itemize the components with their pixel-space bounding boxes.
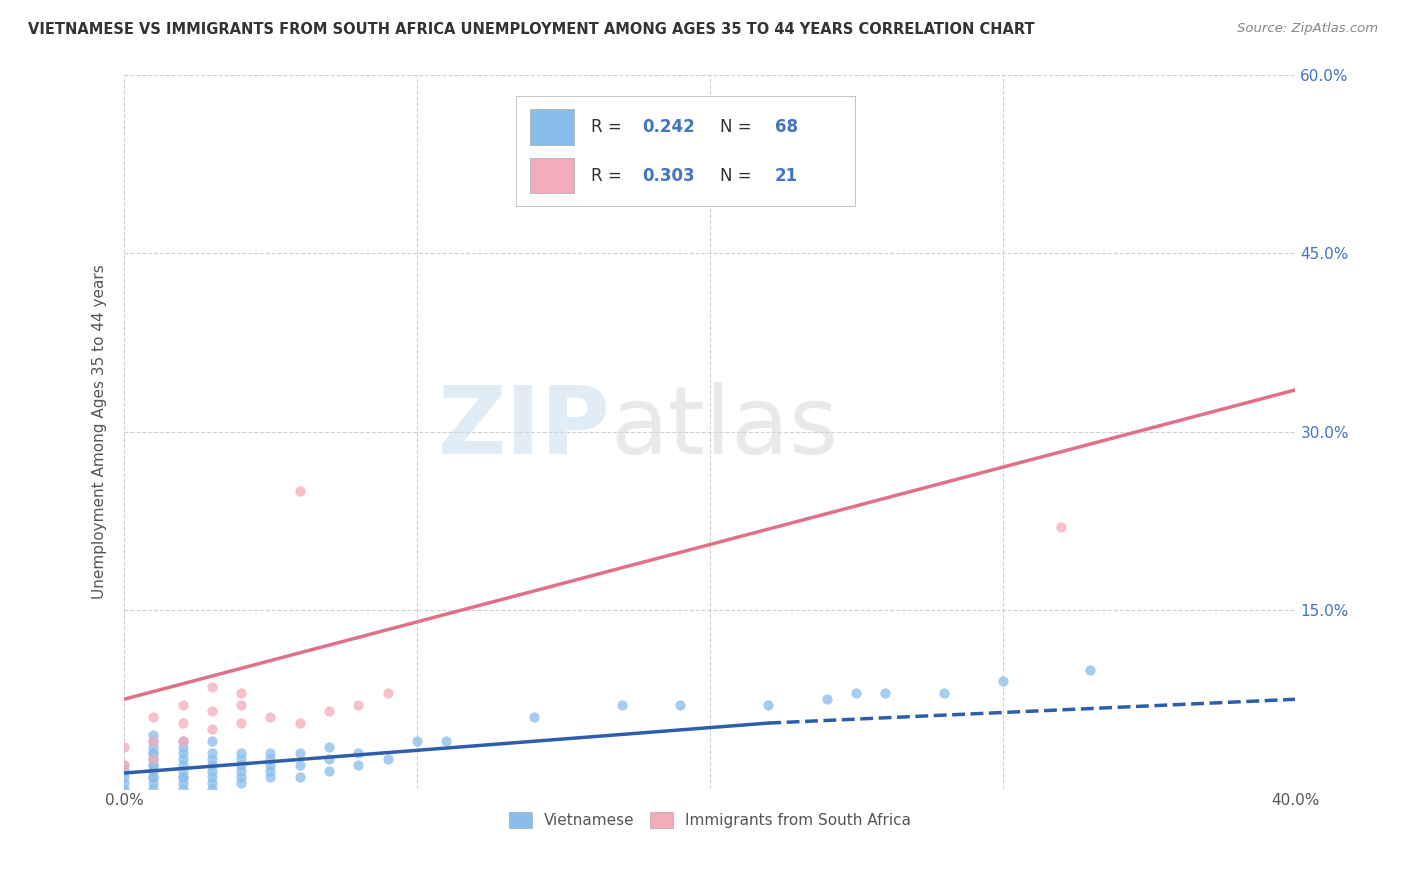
Point <box>756 698 779 713</box>
Point <box>201 781 224 796</box>
Point <box>172 739 194 754</box>
Legend: Vietnamese, Immigrants from South Africa: Vietnamese, Immigrants from South Africa <box>502 806 917 834</box>
Point <box>231 746 253 760</box>
Point <box>318 704 340 718</box>
Point <box>112 764 135 778</box>
Point <box>142 764 165 778</box>
Point <box>112 781 135 796</box>
Point <box>142 752 165 766</box>
Point <box>347 698 370 713</box>
Point <box>172 746 194 760</box>
Text: VIETNAMESE VS IMMIGRANTS FROM SOUTH AFRICA UNEMPLOYMENT AMONG AGES 35 TO 44 YEAR: VIETNAMESE VS IMMIGRANTS FROM SOUTH AFRI… <box>28 22 1035 37</box>
Point <box>231 770 253 784</box>
Point <box>142 746 165 760</box>
Point <box>172 770 194 784</box>
Point <box>172 752 194 766</box>
Point <box>991 674 1014 689</box>
Point <box>259 757 281 772</box>
Point <box>231 757 253 772</box>
Point <box>201 764 224 778</box>
Point <box>815 692 838 706</box>
Point <box>142 710 165 724</box>
Point <box>172 698 194 713</box>
Point <box>845 686 868 700</box>
Text: Source: ZipAtlas.com: Source: ZipAtlas.com <box>1237 22 1378 36</box>
Point <box>231 775 253 789</box>
Point <box>259 746 281 760</box>
Point <box>231 764 253 778</box>
Point <box>172 734 194 748</box>
Point <box>434 734 457 748</box>
Point <box>172 757 194 772</box>
Point <box>142 734 165 748</box>
Point <box>1080 663 1102 677</box>
Point <box>142 770 165 784</box>
Point <box>201 734 224 748</box>
Point <box>172 775 194 789</box>
Point <box>112 757 135 772</box>
Point <box>288 746 311 760</box>
Point <box>523 710 546 724</box>
Point <box>201 704 224 718</box>
Point <box>377 752 399 766</box>
Point <box>142 757 165 772</box>
Point <box>112 757 135 772</box>
Point <box>610 698 633 713</box>
Point <box>231 686 253 700</box>
Point <box>875 686 897 700</box>
Point <box>288 716 311 731</box>
Point <box>142 770 165 784</box>
Point <box>201 746 224 760</box>
Point <box>669 698 692 713</box>
Point <box>172 770 194 784</box>
Point <box>142 752 165 766</box>
Point <box>142 746 165 760</box>
Point <box>142 757 165 772</box>
Point <box>142 775 165 789</box>
Point <box>201 770 224 784</box>
Point <box>172 781 194 796</box>
Point <box>112 770 135 784</box>
Point <box>201 757 224 772</box>
Point <box>1050 519 1073 533</box>
Point <box>201 775 224 789</box>
Point <box>259 770 281 784</box>
Text: atlas: atlas <box>610 382 838 474</box>
Point <box>347 757 370 772</box>
Y-axis label: Unemployment Among Ages 35 to 44 years: Unemployment Among Ages 35 to 44 years <box>93 264 107 599</box>
Point <box>142 781 165 796</box>
Point <box>112 775 135 789</box>
Point <box>231 698 253 713</box>
Point <box>318 739 340 754</box>
Point <box>142 739 165 754</box>
Text: ZIP: ZIP <box>437 382 610 474</box>
Point <box>405 734 427 748</box>
Point <box>201 681 224 695</box>
Point <box>377 686 399 700</box>
Point <box>259 764 281 778</box>
Point <box>259 710 281 724</box>
Point <box>112 739 135 754</box>
Point <box>318 764 340 778</box>
Point <box>201 722 224 736</box>
Point <box>142 734 165 748</box>
Point <box>231 752 253 766</box>
Point <box>201 752 224 766</box>
Point <box>172 716 194 731</box>
Point <box>347 746 370 760</box>
Point <box>231 716 253 731</box>
Point <box>318 752 340 766</box>
Point <box>172 764 194 778</box>
Point <box>172 734 194 748</box>
Point <box>288 770 311 784</box>
Point <box>259 752 281 766</box>
Point <box>142 728 165 742</box>
Point <box>932 686 955 700</box>
Point <box>288 757 311 772</box>
Point <box>288 483 311 498</box>
